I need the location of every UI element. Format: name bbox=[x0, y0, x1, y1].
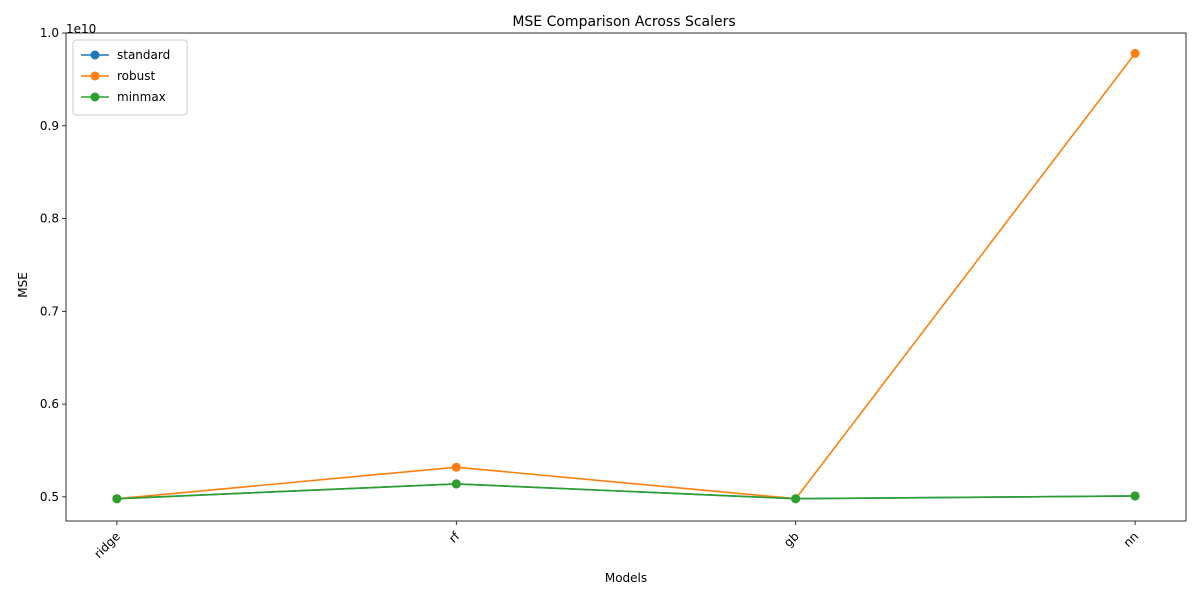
legend: standard robust minmax bbox=[72, 39, 188, 116]
y-axis-ticks: 0.5 0.6 0.7 0.8 0.9 1.0 bbox=[40, 26, 66, 504]
y-tick-label: 0.5 bbox=[40, 490, 59, 504]
legend-label: minmax bbox=[117, 90, 166, 104]
legend-label: standard bbox=[117, 48, 170, 62]
series-layer bbox=[112, 48, 1140, 504]
data-point bbox=[451, 462, 461, 472]
y-tick-label: 0.9 bbox=[40, 119, 59, 133]
legend-label: robust bbox=[117, 69, 155, 83]
data-point bbox=[1130, 48, 1140, 58]
y-tick-label: 1.0 bbox=[40, 26, 59, 40]
legend-marker bbox=[90, 92, 100, 102]
series-line bbox=[116, 483, 1136, 500]
legend-item-minmax: minmax bbox=[81, 90, 166, 104]
data-point bbox=[1130, 491, 1140, 501]
data-point bbox=[451, 479, 461, 489]
series-line bbox=[116, 52, 1136, 500]
y-tick-label: 0.7 bbox=[40, 304, 59, 318]
plot-frame bbox=[65, 32, 1187, 522]
legend-item-standard: standard bbox=[81, 48, 170, 62]
legend-marker bbox=[90, 71, 100, 81]
series-minmax bbox=[112, 479, 1140, 504]
y-axis-title: MSE bbox=[16, 272, 30, 298]
y-axis-offset-label: 1e10 bbox=[66, 22, 96, 36]
legend-item-robust: robust bbox=[81, 69, 155, 83]
data-point bbox=[112, 494, 122, 504]
plot-area bbox=[65, 32, 1187, 522]
chart-title: MSE Comparison Across Scalers bbox=[512, 14, 735, 30]
data-point bbox=[791, 494, 801, 504]
y-tick-label: 0.8 bbox=[40, 212, 59, 226]
legend-marker bbox=[90, 50, 100, 60]
x-axis-title: Models bbox=[605, 571, 647, 585]
y-tick-label: 0.6 bbox=[40, 397, 59, 411]
